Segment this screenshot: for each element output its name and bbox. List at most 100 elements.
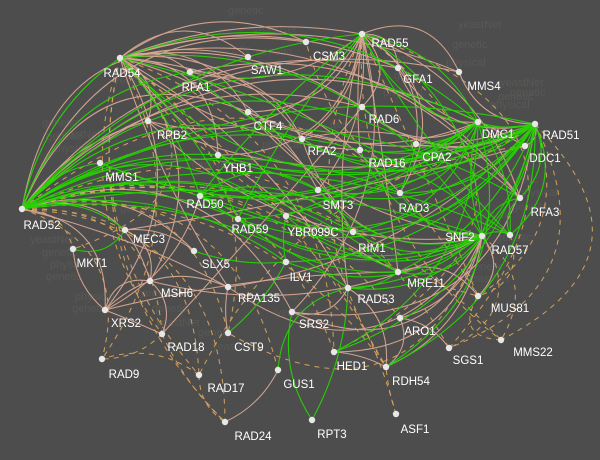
node-gfa1[interactable] (394, 64, 402, 72)
edge-yeastnet (237, 123, 536, 238)
node-label-rpa135: RPA135 (238, 293, 280, 305)
node-mms22[interactable] (497, 336, 505, 344)
edge-yeastnet (352, 121, 479, 233)
node-rpt3[interactable] (308, 416, 316, 424)
node-rad53[interactable] (344, 284, 352, 292)
edge-genetic (161, 333, 226, 423)
node-rim1[interactable] (349, 228, 357, 236)
node-label-gfa1: GFA1 (403, 74, 432, 86)
edge-yeastnet (481, 197, 521, 237)
node-saw1[interactable] (244, 53, 252, 61)
edge-yeastnet (21, 134, 361, 210)
edge-layer (21, 21, 593, 423)
edge-genetic (21, 201, 279, 371)
edge-physical (357, 33, 363, 151)
node-rfa3[interactable] (516, 194, 524, 202)
node-label-mus81: MUS81 (491, 303, 529, 315)
watermark-text: yeastNet (30, 234, 73, 246)
edge-physical (104, 279, 151, 311)
node-label-rim1: RIM1 (358, 243, 385, 255)
node-gus1[interactable] (274, 366, 282, 374)
node-cpa2[interactable] (412, 140, 420, 148)
node-label-msh6: MSH6 (161, 288, 193, 300)
node-rad54[interactable] (116, 54, 124, 62)
edge-yeastnet (285, 215, 354, 233)
node-rad9[interactable] (98, 355, 106, 363)
node-csm3[interactable] (302, 38, 310, 46)
edge-yeastnet (227, 261, 287, 334)
node-dmc1[interactable] (474, 118, 482, 126)
edge-physical (333, 235, 483, 353)
node-ddc1[interactable] (521, 142, 529, 150)
node-rad16[interactable] (356, 146, 364, 154)
edge-physical (397, 67, 479, 123)
edge-physical (119, 21, 307, 59)
node-rdh54[interactable] (382, 363, 390, 371)
node-label-xrs2: XRS2 (111, 318, 141, 330)
edge-yeastnet (119, 57, 201, 197)
node-ilv1[interactable] (282, 258, 290, 266)
node-mec3[interactable] (121, 226, 129, 234)
node-ybr099c[interactable] (282, 212, 290, 220)
edge-yeastnet (237, 121, 479, 220)
watermark-text: genetic (498, 91, 534, 103)
node-label-sgs1: SGS1 (453, 355, 484, 367)
node-layer[interactable] (18, 30, 539, 426)
watermark-text: genetic (46, 131, 82, 143)
node-rad24[interactable] (221, 418, 229, 426)
node-mre11[interactable] (394, 268, 402, 276)
node-rad50[interactable] (196, 192, 204, 200)
watermark-text: yeastNet (140, 287, 183, 299)
node-rfa2[interactable] (298, 135, 306, 143)
node-slx5[interactable] (190, 247, 198, 255)
edge-yeastnet (119, 57, 511, 236)
node-xrs2[interactable] (101, 306, 109, 314)
edge-yeastnet (217, 121, 479, 172)
node-mkt1[interactable] (69, 245, 77, 253)
node-label-layer: RAD54 RFA1 SAW1 CSM3 RAD55 GFA1 MMS4 RPB2 CTF4 RA… (23, 38, 579, 443)
node-rpa135[interactable] (224, 283, 232, 291)
edge-yeastnet (21, 74, 479, 210)
node-snf2[interactable] (478, 232, 486, 240)
node-hed1[interactable] (330, 348, 338, 356)
node-srs2[interactable] (288, 308, 296, 316)
edge-yeastnet (399, 123, 536, 194)
node-rad18[interactable] (158, 330, 166, 338)
node-rpb2[interactable] (144, 117, 152, 125)
node-cst9[interactable] (224, 329, 232, 337)
node-rad59[interactable] (234, 215, 242, 223)
node-label-mkt1: MKT1 (77, 258, 108, 270)
node-rfa1[interactable] (186, 68, 194, 76)
node-mus81[interactable] (474, 292, 482, 300)
edge-physical (21, 208, 229, 288)
node-mms1[interactable] (96, 159, 104, 167)
edge-yeastnet (21, 57, 121, 210)
node-aro1[interactable] (396, 314, 404, 322)
node-rad52[interactable] (18, 205, 26, 213)
node-rad17[interactable] (195, 371, 203, 379)
node-label-saw1: SAW1 (251, 65, 283, 77)
node-rad3[interactable] (396, 189, 404, 197)
node-yhb1[interactable] (214, 151, 222, 159)
node-mms4[interactable] (455, 68, 463, 76)
node-ctf4[interactable] (244, 108, 252, 116)
node-rad55[interactable] (358, 30, 366, 38)
edge-yeastnet (99, 121, 479, 198)
node-sgs1[interactable] (445, 344, 453, 352)
node-label-rad9: RAD9 (109, 369, 140, 381)
edge-yeastnet (199, 123, 536, 229)
node-label-ilv1: ILV1 (290, 272, 313, 284)
node-msh6[interactable] (146, 277, 154, 285)
edge-yeastnet (311, 287, 349, 421)
edge-physical (119, 57, 361, 151)
edge-yeastnet (21, 100, 417, 210)
node-asf1[interactable] (392, 410, 400, 418)
node-rad6[interactable] (358, 103, 366, 111)
node-rad57[interactable] (506, 231, 514, 239)
node-label-rad52: RAD52 (23, 220, 60, 232)
node-rad51[interactable] (531, 120, 539, 128)
node-smt3[interactable] (314, 186, 322, 194)
edge-genetic (101, 57, 163, 335)
